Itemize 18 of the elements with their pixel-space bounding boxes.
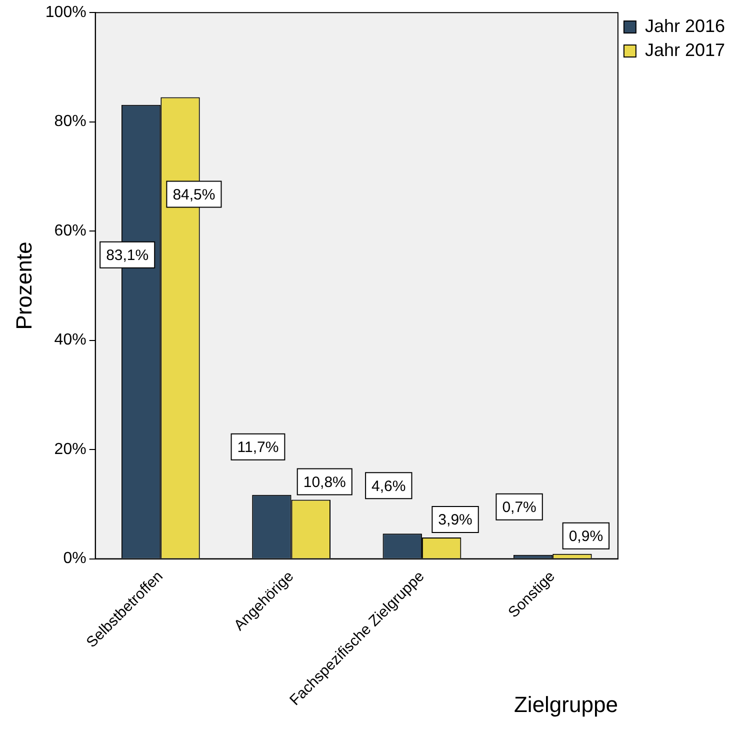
data-label: 11,7%	[237, 439, 279, 456]
y-tick-label: 60%	[54, 222, 86, 240]
data-label: 0,9%	[568, 528, 604, 545]
y-axis-title: Prozente	[11, 242, 36, 330]
y-tick-label: 40%	[54, 332, 86, 349]
data-label: 3,9%	[438, 512, 472, 529]
y-tick-label: 80%	[54, 113, 86, 130]
data-label: 0,7%	[502, 499, 536, 516]
x-axis-title: Zielgruppe	[514, 692, 618, 717]
y-tick-label: 20%	[54, 440, 86, 458]
data-label: 83,1%	[106, 247, 149, 264]
y-tick-label: 0%	[63, 550, 86, 568]
data-label: 10,8%	[303, 474, 346, 491]
legend-label: Jahr 2017	[644, 40, 726, 60]
legend-label: Jahr 2016	[644, 16, 726, 36]
data-label: 84,5%	[172, 186, 216, 204]
data-label: 4,6%	[372, 478, 406, 495]
y-tick-label: 100%	[45, 4, 86, 22]
